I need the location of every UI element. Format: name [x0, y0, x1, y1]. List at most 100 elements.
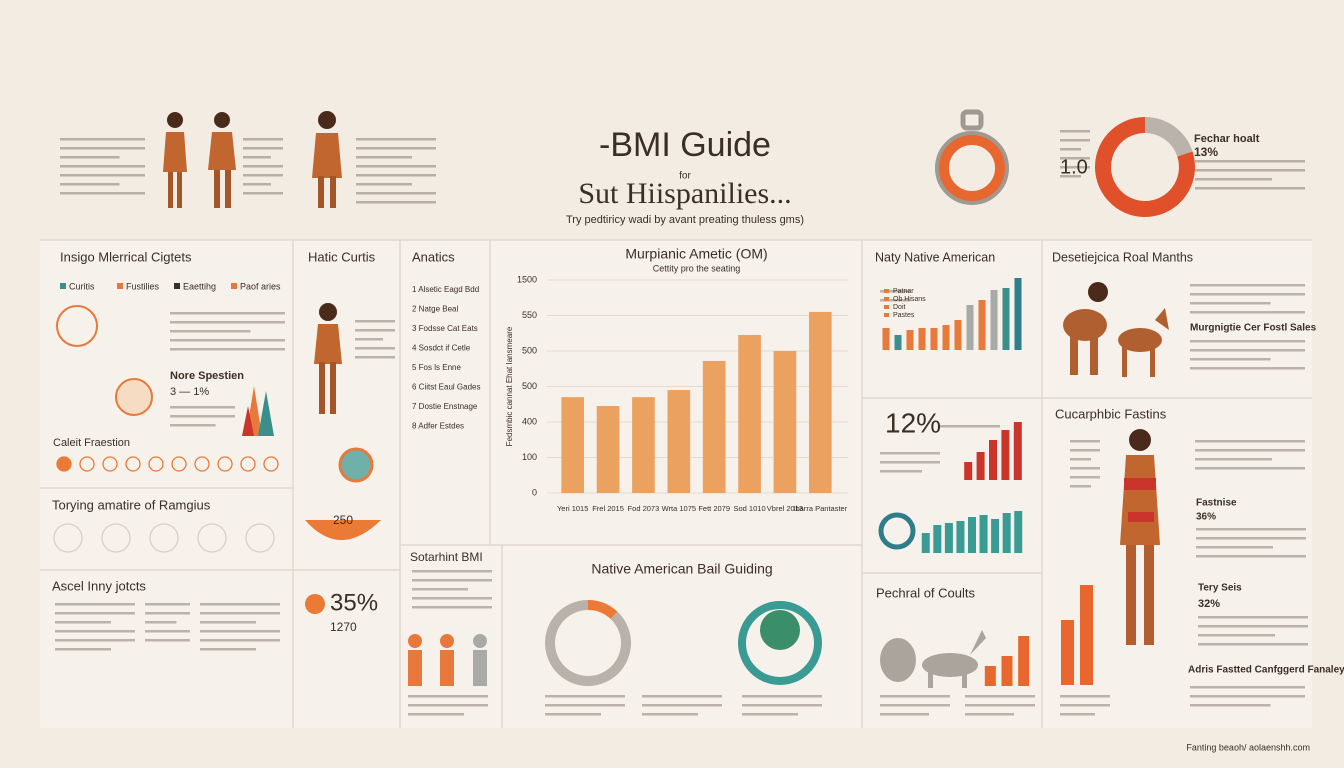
text-line — [1190, 311, 1305, 314]
text-line — [170, 348, 285, 351]
text-line — [55, 612, 135, 615]
legend-swatch — [174, 283, 180, 289]
text-line — [356, 156, 412, 159]
icon — [125, 456, 141, 472]
stat: 32% — [1198, 598, 1220, 610]
text-line — [243, 192, 283, 195]
bar — [596, 406, 620, 493]
text-line — [243, 138, 283, 141]
text-line — [1070, 440, 1100, 443]
bar — [930, 328, 938, 350]
icon — [101, 523, 131, 553]
icon — [149, 523, 179, 553]
icon — [245, 523, 275, 553]
text-line — [1195, 187, 1305, 190]
text-line — [1190, 704, 1271, 707]
x-tick-label: Fod 2073 — [628, 504, 660, 513]
text-line — [545, 695, 625, 698]
text-line — [170, 406, 235, 409]
text-line — [200, 621, 256, 624]
x-tick-label: Frel 2015 — [592, 504, 624, 513]
stat: 250 — [333, 513, 353, 527]
text-line — [60, 165, 145, 168]
x-tick-label: Yeri 1015 — [557, 504, 588, 513]
text-line — [408, 704, 488, 707]
text-line — [1196, 528, 1306, 531]
text-line — [965, 695, 1035, 698]
bar — [1014, 278, 1022, 350]
y-tick-label: 500 — [522, 345, 537, 355]
x-tick-label: Ibarra Pantaster — [793, 504, 847, 513]
donut-segment — [587, 600, 618, 620]
text-line — [1060, 148, 1081, 151]
text-line — [1060, 157, 1090, 160]
text-line — [742, 704, 822, 707]
text-line — [1190, 349, 1305, 352]
bar — [1080, 585, 1093, 685]
heading: Nore Spestien — [170, 370, 244, 382]
heading: Fastnise — [1196, 498, 1237, 509]
text-line — [60, 174, 145, 177]
panel-borders — [40, 239, 1312, 728]
text-line — [60, 138, 145, 141]
text-line — [145, 621, 177, 624]
text-line — [880, 461, 940, 464]
stat: 3 — 1% — [170, 386, 209, 398]
text-line — [1190, 358, 1271, 361]
text-line — [1198, 634, 1275, 637]
text-line — [200, 630, 280, 633]
list-item: 3 Fodsse Cat Eats — [412, 324, 478, 333]
text-line — [1195, 458, 1272, 461]
text-line — [243, 174, 283, 177]
icon — [102, 456, 118, 472]
y-tick-label: 100 — [522, 452, 537, 462]
legend-swatch — [884, 305, 889, 309]
text-line — [1198, 643, 1308, 646]
text-line — [1060, 166, 1090, 169]
text-line — [356, 147, 436, 150]
heading: Native American Bail Guiding — [591, 561, 772, 577]
bar — [808, 311, 832, 493]
legend-swatch — [60, 283, 66, 289]
bar — [1013, 422, 1022, 480]
text-line — [1195, 169, 1305, 172]
text-line — [1198, 616, 1308, 619]
heading: Desetiejcica Roal Manths — [1052, 250, 1193, 264]
bar — [978, 300, 986, 350]
text-line — [356, 165, 436, 168]
text-line — [880, 704, 950, 707]
heading: Fanting beaoh/ aolaenshh.com — [1186, 742, 1310, 752]
list-item: 6 Ciitst Eaul Gades — [412, 383, 480, 392]
text-line — [1196, 555, 1306, 558]
x-tick-label: Vbrel 2013 — [767, 504, 803, 513]
bar — [956, 521, 965, 553]
text-line — [145, 630, 190, 633]
bar — [976, 452, 985, 480]
heading: Cucarphbic Fastins — [1055, 406, 1167, 421]
bar — [944, 523, 953, 553]
bar — [882, 328, 890, 350]
text-line — [965, 704, 1035, 707]
bar — [1001, 656, 1013, 686]
list-item: 5 Fos ls Enne — [412, 363, 461, 372]
chart-title: Murpianic Ametic (OM) — [625, 246, 767, 262]
text-line — [1196, 546, 1273, 549]
y-tick-label: 500 — [522, 381, 537, 391]
bar — [561, 397, 585, 493]
text-line — [55, 621, 111, 624]
y-tick-label: 1500 — [517, 274, 537, 284]
text-line — [355, 338, 383, 341]
text-line — [1190, 340, 1305, 343]
legend-label: Curitis — [69, 281, 95, 291]
text-line — [55, 639, 135, 642]
text-line — [742, 695, 822, 698]
legend-label: Doit — [893, 304, 906, 311]
text-line — [1190, 302, 1271, 305]
text-line — [145, 603, 190, 606]
icon — [148, 456, 164, 472]
list-item: 8 Adfer Estdes — [412, 422, 464, 431]
text-line — [170, 321, 285, 324]
text-line — [170, 415, 235, 418]
text-line — [408, 695, 488, 698]
